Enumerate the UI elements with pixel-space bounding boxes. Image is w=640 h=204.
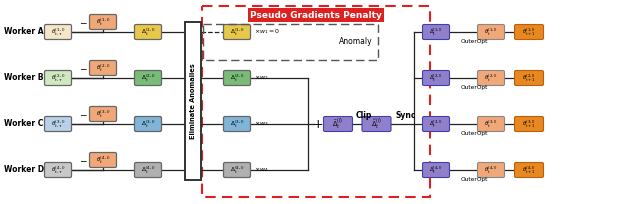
Text: $\theta_{t+1}^{(2,l)}$: $\theta_{t+1}^{(2,l)}$ (522, 72, 536, 84)
Text: $\theta_{t}^{(3,l)}$: $\theta_{t}^{(3,l)}$ (95, 108, 110, 120)
Text: $\theta_{t}^{(1,l)}$: $\theta_{t}^{(1,l)}$ (95, 16, 110, 28)
Text: $-$: $-$ (79, 110, 87, 119)
Text: $\theta_{t,\tau}^{(4,l)}$: $\theta_{t,\tau}^{(4,l)}$ (51, 165, 65, 175)
Text: $\Delta_{t}^{(4,l)}$: $\Delta_{t}^{(4,l)}$ (141, 164, 156, 176)
Text: $\times w_3$: $\times w_3$ (253, 120, 268, 129)
Text: $\Delta_{t}^{(2,l)}$: $\Delta_{t}^{(2,l)}$ (141, 72, 156, 84)
Text: $\theta_{t+1}^{(3,l)}$: $\theta_{t+1}^{(3,l)}$ (522, 118, 536, 130)
Text: Sync: Sync (396, 111, 416, 120)
FancyBboxPatch shape (223, 24, 250, 40)
Text: $\tilde{\Delta}_{t}^{(l)}$: $\tilde{\Delta}_{t}^{(l)}$ (371, 116, 382, 131)
FancyBboxPatch shape (515, 71, 543, 85)
FancyBboxPatch shape (515, 116, 543, 132)
FancyBboxPatch shape (134, 163, 161, 177)
Text: $\Delta_{t}^{(1,l)}$: $\Delta_{t}^{(1,l)}$ (141, 26, 156, 38)
Bar (202, 6, 430, 197)
Text: Worker A: Worker A (4, 28, 44, 37)
FancyBboxPatch shape (223, 116, 250, 132)
FancyBboxPatch shape (134, 116, 161, 132)
FancyBboxPatch shape (422, 71, 449, 85)
Text: Clip: Clip (355, 111, 372, 120)
FancyBboxPatch shape (515, 24, 543, 40)
FancyBboxPatch shape (477, 116, 504, 132)
Text: $+$: $+$ (312, 118, 324, 131)
Text: Eliminate Anomalies: Eliminate Anomalies (190, 63, 196, 139)
Text: $\times w_1 = 0$: $\times w_1 = 0$ (253, 28, 280, 37)
Text: $\Delta_{t}^{(3,l)}$: $\Delta_{t}^{(3,l)}$ (230, 118, 244, 130)
Text: OuterOpt: OuterOpt (460, 177, 488, 183)
FancyBboxPatch shape (223, 163, 250, 177)
Text: $\tilde{\Delta}_{t}^{(3,l)}$: $\tilde{\Delta}_{t}^{(3,l)}$ (429, 118, 443, 130)
Text: Pseudo Gradients Penalty: Pseudo Gradients Penalty (250, 10, 382, 20)
Text: $-$: $-$ (79, 18, 87, 27)
Text: $\theta_{t}^{(1,l)}$: $\theta_{t}^{(1,l)}$ (484, 26, 498, 38)
Text: $\Delta_{t}^{(2,l)}$: $\Delta_{t}^{(2,l)}$ (230, 72, 244, 84)
FancyBboxPatch shape (323, 116, 353, 132)
FancyBboxPatch shape (45, 116, 72, 132)
FancyBboxPatch shape (90, 61, 116, 75)
Text: OuterOpt: OuterOpt (460, 85, 488, 91)
Text: OuterOpt: OuterOpt (460, 132, 488, 136)
FancyBboxPatch shape (422, 116, 449, 132)
Text: $\theta_{t+1}^{(4,l)}$: $\theta_{t+1}^{(4,l)}$ (522, 164, 536, 176)
Text: Anomaly: Anomaly (339, 38, 373, 47)
Text: $\bar{\Delta}_{t}^{(l)}$: $\bar{\Delta}_{t}^{(l)}$ (332, 116, 344, 131)
Bar (185, 22, 201, 180)
FancyBboxPatch shape (45, 24, 72, 40)
Text: $\tilde{\Delta}_{t}^{(2,l)}$: $\tilde{\Delta}_{t}^{(2,l)}$ (429, 72, 443, 84)
FancyBboxPatch shape (362, 116, 391, 132)
Text: $\tilde{\Delta}_{t}^{(1,l)}$: $\tilde{\Delta}_{t}^{(1,l)}$ (429, 26, 443, 38)
Text: $\theta_{t,\tau}^{(3,l)}$: $\theta_{t,\tau}^{(3,l)}$ (51, 119, 65, 129)
Text: $\Delta_{t}^{(3,l)}$: $\Delta_{t}^{(3,l)}$ (141, 118, 156, 130)
Text: $\theta_{t+1}^{(1,l)}$: $\theta_{t+1}^{(1,l)}$ (522, 26, 536, 38)
Text: $-$: $-$ (79, 63, 87, 72)
Text: $\theta_{t}^{(3,l)}$: $\theta_{t}^{(3,l)}$ (484, 118, 498, 130)
Text: Worker D: Worker D (4, 165, 44, 174)
Text: $\theta_{t}^{(4,l)}$: $\theta_{t}^{(4,l)}$ (95, 154, 110, 166)
FancyBboxPatch shape (45, 163, 72, 177)
Text: $\Delta_{t}^{(1,l)}$: $\Delta_{t}^{(1,l)}$ (230, 26, 244, 38)
FancyBboxPatch shape (45, 71, 72, 85)
Text: Worker C: Worker C (4, 120, 44, 129)
FancyBboxPatch shape (477, 71, 504, 85)
FancyBboxPatch shape (422, 163, 449, 177)
Text: $\theta_{t}^{(2,l)}$: $\theta_{t}^{(2,l)}$ (484, 72, 498, 84)
Text: $-$: $-$ (79, 155, 87, 164)
Text: OuterOpt: OuterOpt (460, 40, 488, 44)
FancyBboxPatch shape (515, 163, 543, 177)
FancyBboxPatch shape (90, 106, 116, 122)
FancyBboxPatch shape (422, 24, 449, 40)
Text: $\theta_{t,\tau}^{(2,l)}$: $\theta_{t,\tau}^{(2,l)}$ (51, 73, 65, 83)
Text: $\theta_{t}^{(2,l)}$: $\theta_{t}^{(2,l)}$ (95, 62, 110, 74)
FancyBboxPatch shape (477, 24, 504, 40)
Text: $\theta_{t,\tau}^{(1,l)}$: $\theta_{t,\tau}^{(1,l)}$ (51, 27, 65, 37)
FancyBboxPatch shape (134, 24, 161, 40)
Text: $\theta_{t}^{(4,l)}$: $\theta_{t}^{(4,l)}$ (484, 164, 498, 176)
Text: $\Delta_{t}^{(4,l)}$: $\Delta_{t}^{(4,l)}$ (230, 164, 244, 176)
FancyBboxPatch shape (134, 71, 161, 85)
Text: Worker B: Worker B (4, 73, 44, 82)
FancyBboxPatch shape (477, 163, 504, 177)
FancyBboxPatch shape (223, 71, 250, 85)
Text: $\times w_2$: $\times w_2$ (253, 74, 268, 82)
FancyBboxPatch shape (90, 153, 116, 167)
Text: $\tilde{\Delta}_{t}^{(4,l)}$: $\tilde{\Delta}_{t}^{(4,l)}$ (429, 164, 443, 176)
Text: $\times w_4$: $\times w_4$ (253, 166, 268, 174)
FancyBboxPatch shape (90, 14, 116, 30)
